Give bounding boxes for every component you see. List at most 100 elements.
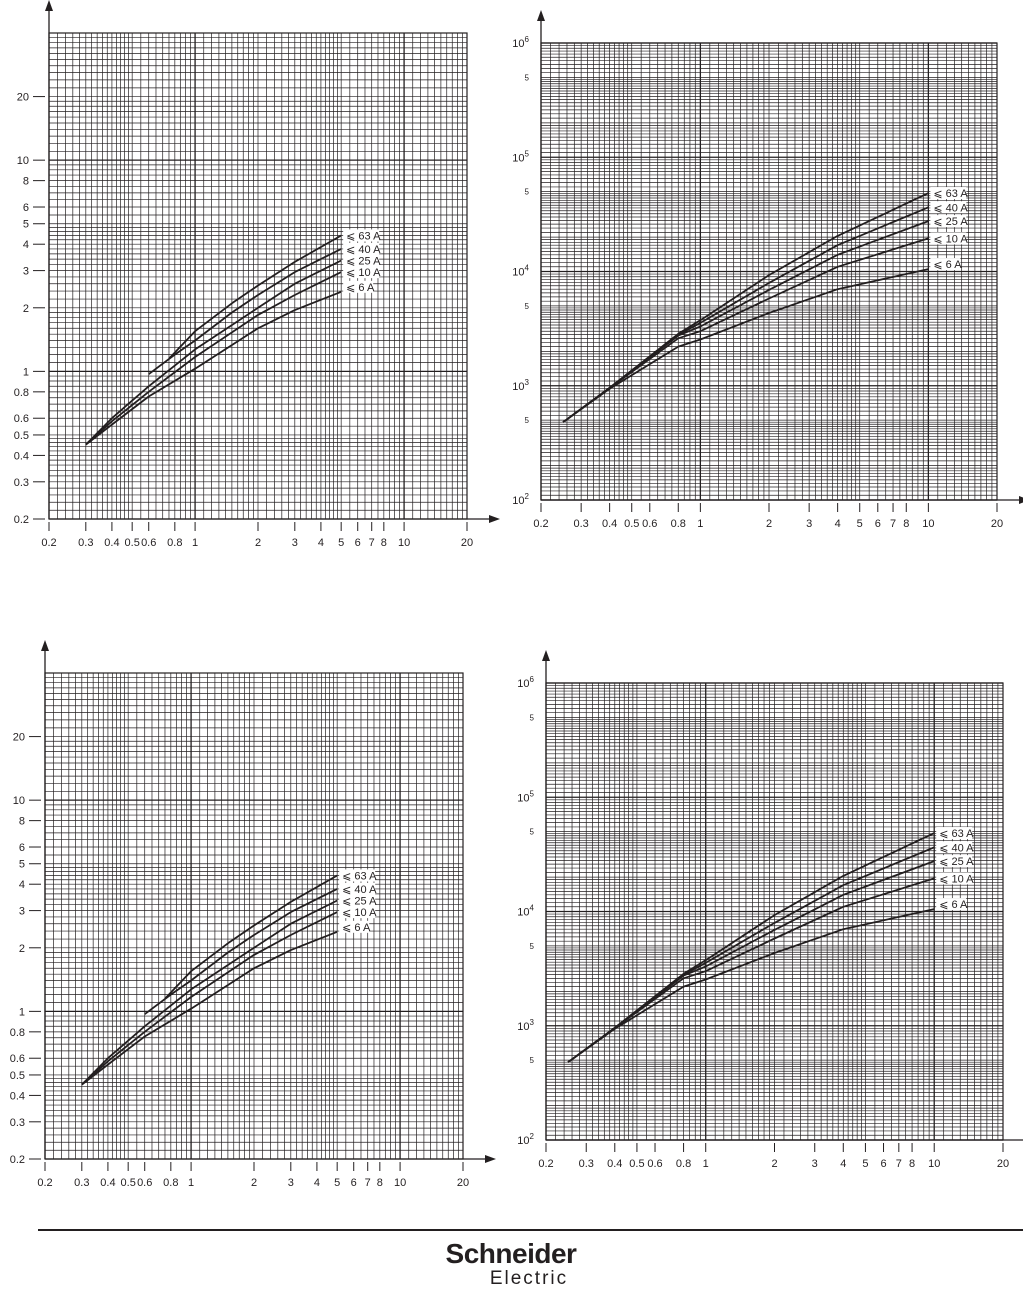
y-tick-base: 10 xyxy=(512,267,524,279)
x-tick-label: 4 xyxy=(318,537,324,549)
x-tick-label: 0.6 xyxy=(642,518,657,530)
y-tick-label: 20 xyxy=(13,732,25,744)
y-tick-label: 10 xyxy=(17,155,29,167)
x-tick-label: 8 xyxy=(381,537,387,549)
x-tick-label: 10 xyxy=(928,1158,940,1170)
grid xyxy=(545,682,1004,1141)
legend-label-background xyxy=(339,920,370,933)
legend-label: ⩽ 25 A xyxy=(346,255,381,267)
y-tick-label: 4 xyxy=(19,879,25,891)
series-line-40a xyxy=(144,888,338,1015)
x-tick-label: 8 xyxy=(377,1177,383,1189)
x-axis-arrow-icon xyxy=(485,1155,496,1163)
x-axis-arrow-icon xyxy=(489,515,500,523)
x-tick-label: 8 xyxy=(903,518,909,530)
x-tick-label: 0.8 xyxy=(167,537,182,549)
y-tick-label: 0.3 xyxy=(10,1117,25,1129)
y-tick-label: 0.2 xyxy=(10,1154,25,1166)
x-tick-label: 5 xyxy=(334,1177,340,1189)
x-tick-label: 0.6 xyxy=(137,1177,152,1189)
legend-label: ⩽ 40 A xyxy=(939,842,974,854)
chart-time-top-left: 0.2 0.3 0.4 0.5 0.6 0.8 1 2 3 4 5 6 7 8 10 200.20.30.40… xyxy=(14,0,500,549)
y-tick-label: 8 xyxy=(23,176,29,188)
x-tick-label: 6 xyxy=(355,537,361,549)
x-tick-label: 7 xyxy=(369,537,375,549)
y-tick-base: 10 xyxy=(517,1021,529,1033)
y-tick-label: 0.8 xyxy=(14,387,29,399)
series-line-10a xyxy=(567,877,935,1063)
legend-label: ⩽ 63 A xyxy=(939,828,974,840)
y-tick-label: 10 xyxy=(13,795,25,807)
legend-label: ⩽ 40 A xyxy=(933,202,968,214)
x-tick-label: 0.3 xyxy=(579,1158,594,1170)
y-tick-label: 4 xyxy=(23,239,29,251)
x-tick-label: 5 xyxy=(862,1158,868,1170)
x-tick-label: 2 xyxy=(251,1177,257,1189)
x-tick-label: 8 xyxy=(909,1158,915,1170)
grid xyxy=(48,32,468,520)
x-tick-label: 4 xyxy=(840,1158,846,1170)
legend-label-background xyxy=(339,894,376,907)
x-tick-label: 0.8 xyxy=(676,1158,691,1170)
series-line-6a xyxy=(85,290,342,446)
y-tick-exponent: 6 xyxy=(525,35,530,44)
x-tick-label: 0.5 xyxy=(121,1177,136,1189)
legend-label-background xyxy=(936,898,967,911)
y-tick-base: 10 xyxy=(512,495,524,507)
legend-label-background xyxy=(339,869,376,882)
y-tick-label: 0.5 xyxy=(14,430,29,442)
x-tick-label: 0.2 xyxy=(538,1158,553,1170)
y-tick-label: 5 xyxy=(530,713,535,722)
legend-label-background xyxy=(936,855,973,868)
x-tick-label: 2 xyxy=(766,518,772,530)
x-tick-label: 0.4 xyxy=(602,518,617,530)
y-tick-label: 5 xyxy=(530,942,535,951)
legend-label-background xyxy=(936,827,973,840)
x-tick-label: 2 xyxy=(771,1158,777,1170)
chart-energy-top-right: 0.2 0.3 0.4 0.5 0.6 0.8 1 2 3 4 5 6 7 8 10 201025103510… xyxy=(512,10,1023,530)
x-tick-label: 0.5 xyxy=(629,1158,644,1170)
legend-label-background xyxy=(343,229,380,242)
x-tick-label: 1 xyxy=(192,537,198,549)
x-tick-label: 2 xyxy=(255,537,261,549)
y-tick-exponent: 5 xyxy=(530,789,535,798)
x-tick-label: 5 xyxy=(857,518,863,530)
x-tick-label: 5 xyxy=(338,537,344,549)
y-axis-arrow-icon xyxy=(542,650,550,661)
y-tick-label: 103 xyxy=(512,378,529,393)
legend-label-background xyxy=(343,242,380,255)
x-tick-label: 0.5 xyxy=(624,518,639,530)
x-tick-label: 6 xyxy=(351,1177,357,1189)
y-tick-label: 3 xyxy=(23,266,29,278)
legend-label: ⩽ 10 A xyxy=(933,233,968,245)
y-tick-label: 6 xyxy=(19,842,25,854)
y-tick-label: 6 xyxy=(23,202,29,214)
y-tick-label: 0.6 xyxy=(14,413,29,425)
series-line-25a xyxy=(81,899,338,1086)
legend-label: ⩽ 6 A xyxy=(939,899,968,911)
y-tick-base: 10 xyxy=(517,907,529,919)
y-tick-label: 5 xyxy=(530,828,535,837)
series-line-6a xyxy=(562,268,929,423)
legend-label: ⩽ 63 A xyxy=(342,870,377,882)
y-tick-label: 20 xyxy=(17,92,29,104)
schneider-electric-logo: Schneider Electric xyxy=(416,1240,606,1290)
logo-brand: Schneider xyxy=(445,1238,577,1269)
y-tick-exponent: 6 xyxy=(530,675,535,684)
y-tick-label: 102 xyxy=(517,1132,534,1147)
x-tick-label: 0.4 xyxy=(104,537,119,549)
y-tick-label: 5 xyxy=(525,416,530,425)
logo-sub: Electric xyxy=(489,1268,569,1289)
x-tick-label: 0.4 xyxy=(607,1158,622,1170)
y-tick-exponent: 2 xyxy=(530,1132,535,1141)
x-tick-label: 1 xyxy=(703,1158,709,1170)
y-tick-label: 105 xyxy=(517,789,534,804)
y-tick-base: 10 xyxy=(517,792,529,804)
y-tick-label: 5 xyxy=(525,73,530,82)
y-tick-label: 2 xyxy=(23,303,29,315)
x-tick-label: 0.3 xyxy=(574,518,589,530)
y-tick-label: 105 xyxy=(512,149,529,164)
legend-label: ⩽ 63 A xyxy=(346,230,381,242)
legend-label-background xyxy=(339,906,376,919)
x-tick-label: 0.8 xyxy=(671,518,686,530)
